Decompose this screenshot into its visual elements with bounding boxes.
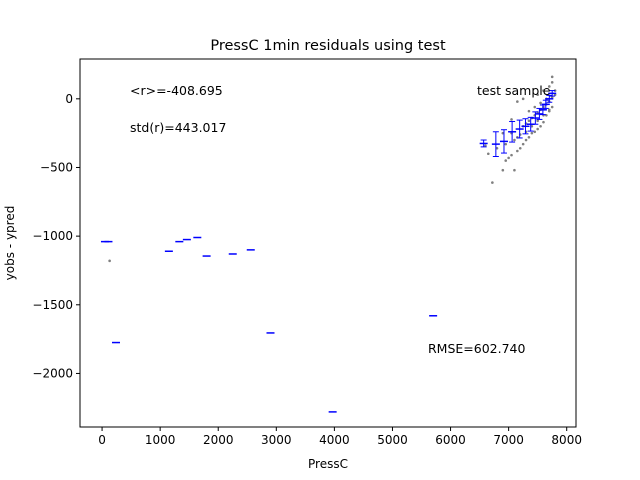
- residual-point: [491, 181, 494, 184]
- residual-point: [542, 89, 545, 92]
- residual-point: [495, 146, 499, 150]
- residual-point: [516, 149, 519, 153]
- residual-point: [533, 130, 537, 134]
- residual-point: [513, 138, 516, 142]
- residual-point: [521, 97, 525, 101]
- residual-point: [521, 142, 525, 146]
- x-tick-label: 0: [98, 433, 106, 447]
- mean-residual-annotation: <r>=-408.695: [130, 83, 223, 98]
- residual-point: [108, 259, 111, 263]
- x-tick-label: 3000: [261, 433, 292, 447]
- binned-mean-marker: [499, 129, 508, 154]
- residual-point: [527, 135, 531, 139]
- residual-point: [486, 152, 490, 156]
- residual-point: [510, 153, 513, 157]
- x-axis-label: PressC: [308, 457, 348, 471]
- residual-point: [518, 146, 522, 150]
- y-axis-ticks: 0 −500 −1000 −1500 −2000: [32, 92, 80, 380]
- y-tick-label: −1500: [32, 298, 73, 312]
- x-tick-label: 5000: [377, 433, 408, 447]
- residual-point: [550, 81, 554, 84]
- x-tick-label: 1000: [145, 433, 176, 447]
- y-tick-label: −500: [40, 160, 73, 174]
- x-axis-ticks: 0 1000 2000 3000 4000 5000 6000 7000 8000: [98, 427, 582, 447]
- binned-mean-marker: [535, 107, 544, 120]
- residual-point: [510, 118, 513, 121]
- residual-point: [513, 168, 516, 172]
- residual-point: [547, 85, 551, 88]
- binned-mean-marker: [521, 118, 530, 135]
- residual-point: [530, 131, 534, 135]
- residual-point: [536, 127, 539, 131]
- y-axis-label: yobs - ypred: [3, 206, 17, 281]
- y-tick-label: −1000: [32, 229, 73, 243]
- plot-area: [100, 75, 557, 413]
- residual-point: [530, 124, 534, 128]
- binned-mean-marker: [548, 90, 557, 97]
- residual-point: [484, 144, 487, 147]
- residual-point: [507, 156, 510, 160]
- residual-point: [533, 105, 537, 109]
- binned-mean-marker: [538, 104, 547, 116]
- residual-point: [527, 109, 531, 113]
- binned-mean-marker: [531, 111, 540, 125]
- residual-point: [539, 101, 542, 105]
- residual-point: [536, 119, 539, 123]
- binned-mean-marker: [508, 120, 517, 143]
- residual-point: [550, 75, 554, 79]
- axes-frame: [79, 58, 577, 428]
- rmse-annotation: RMSE=602.740: [428, 341, 526, 356]
- x-tick-label: 6000: [435, 433, 466, 447]
- residual-point: [501, 168, 505, 172]
- chart-title: PressC 1min residuals using test: [210, 38, 446, 54]
- residual-point: [501, 131, 505, 135]
- x-tick-label: 4000: [319, 433, 350, 447]
- sample-label: test sample: [477, 83, 551, 98]
- residual-point: [542, 120, 545, 124]
- residual-point: [550, 105, 554, 109]
- binned-mean-marker: [479, 139, 488, 148]
- residual-point: [516, 100, 519, 103]
- residual-point: [504, 159, 508, 162]
- binned-mean-marker: [491, 131, 500, 157]
- residual-point: [536, 93, 539, 97]
- residual-point: [527, 119, 531, 123]
- y-tick-label: −2000: [32, 366, 73, 380]
- residual-point: [504, 142, 508, 146]
- residual-point: [524, 138, 528, 142]
- x-tick-label: 2000: [203, 433, 234, 447]
- x-tick-label: 7000: [493, 433, 524, 447]
- y-tick-label: 0: [65, 92, 73, 106]
- x-tick-label: 8000: [551, 433, 582, 447]
- binned-mean-marker: [515, 119, 524, 139]
- residual-point: [539, 124, 542, 128]
- residual-point: [547, 108, 551, 112]
- std-residual-annotation: std(r)=443.017: [130, 120, 226, 135]
- binned-mean-marker: [541, 99, 550, 109]
